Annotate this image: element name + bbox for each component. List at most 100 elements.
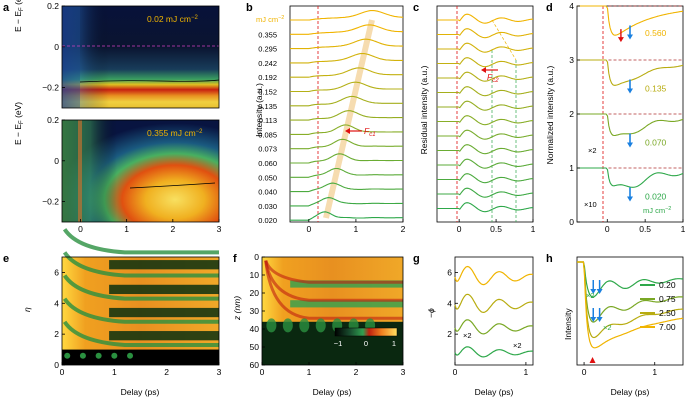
fluence-label: 0.085 <box>258 130 277 139</box>
curves-d: 0.560 0.135 0.070 0.020 <box>577 5 684 202</box>
colorbar-f: −1 0 1 <box>334 327 398 348</box>
fluence-label: 0.060 <box>258 159 277 168</box>
curves-h <box>577 261 684 363</box>
y-tick-label: 0.2 <box>47 1 59 11</box>
band-dot <box>95 352 102 359</box>
y-tick-label: 0 <box>54 42 59 52</box>
ylabel-e: η <box>22 307 32 312</box>
fluence-labels-b: 0.355 0.295 0.242 0.192 0.152 0.135 0.113 0.085… <box>258 30 277 225</box>
series-line <box>437 86 534 97</box>
legend-label: 2.50 <box>659 308 676 318</box>
band-dot <box>299 318 310 333</box>
band-dot <box>266 318 277 333</box>
panel-b: b 0.355 0.295 0.242 0.192 0.152 0.135 0.113 0.0… <box>246 2 406 234</box>
axes-e: 0 1 2 3 0 2 4 6 <box>54 267 221 377</box>
series-line <box>577 261 683 339</box>
series-line <box>454 293 534 314</box>
band-edge <box>62 320 219 347</box>
band-edge <box>62 228 219 255</box>
series-line <box>290 124 403 135</box>
y-tick-label: −0.2 <box>42 197 59 207</box>
x-tick-label: 2 <box>170 224 175 234</box>
series-line <box>454 319 534 335</box>
panel-label-h: h <box>546 253 553 265</box>
panel-label-b: b <box>246 2 253 14</box>
series-line <box>290 38 403 50</box>
series-line <box>577 261 684 298</box>
xlabel-g: Delay (ps) <box>475 387 514 397</box>
axes-d: 0 0.5 1 0 1 2 3 4 <box>569 1 685 234</box>
y-tick-label: 1 <box>569 163 574 173</box>
fluence-label: 0.020 <box>258 216 277 225</box>
series-line <box>437 129 534 140</box>
arrow-head <box>627 34 633 40</box>
legend-label: 7.00 <box>659 322 676 332</box>
heatmap-a-top <box>61 5 220 109</box>
y-tick-label: 0.2 <box>47 115 59 125</box>
fluence-label: 0.355 <box>258 30 277 39</box>
band <box>109 260 219 270</box>
y-tick-label: 6 <box>447 267 452 277</box>
panel-label-a: a <box>3 2 10 14</box>
series-line <box>290 95 403 107</box>
fluence-label: 0.073 <box>258 145 277 154</box>
panel-label-f: f <box>233 253 237 265</box>
x-tick-label: 3 <box>401 367 406 377</box>
y-tick-label: 0 <box>569 217 574 227</box>
heatmap-f <box>261 256 404 366</box>
ylabel-g: −ϕ <box>426 308 436 318</box>
band <box>109 307 219 318</box>
x-tick-label: 0 <box>605 224 610 234</box>
fluence-label: 0.295 <box>258 45 277 54</box>
arrow-head <box>627 88 633 94</box>
series-line <box>290 167 403 178</box>
fluence-label: 0.242 <box>258 59 277 68</box>
panel-g: g ×2 ×2 −ϕ Delay (ps) 0 1 2 4 6 <box>413 253 534 397</box>
x-tick-label: 0 <box>260 367 265 377</box>
arrow-head <box>627 196 633 202</box>
y-tick-label: 4 <box>447 298 452 308</box>
x-tick-label: 3 <box>217 224 222 234</box>
ylabel-c: Residual intensity (a.u.) <box>419 65 429 154</box>
x-tick-label: 2 <box>401 224 406 234</box>
x-tick-label: 0.5 <box>639 224 651 234</box>
arrow-head <box>590 317 597 322</box>
series-line <box>437 115 534 126</box>
ylabel-d: Normalized intensity (a.u.) <box>545 65 555 164</box>
panel-label-d: d <box>546 2 553 14</box>
fluence-label: 0.135 <box>258 102 277 111</box>
series-line <box>437 187 534 198</box>
x-tick-label: 1 <box>124 224 129 234</box>
unit-label-b: mJ cm−2 <box>256 15 284 24</box>
band <box>290 300 403 308</box>
y-tick-label: 40 <box>250 324 260 334</box>
x-tick-label: 0 <box>78 224 83 234</box>
multiplier-d-1: ×2 <box>588 146 597 155</box>
curves-c <box>437 13 534 213</box>
colorbar-tick: −1 <box>334 339 343 348</box>
series-line <box>577 261 684 323</box>
multiplier-g-1: ×2 <box>463 331 472 340</box>
series-label: 0.020 <box>645 192 667 202</box>
arrow-head <box>589 357 596 363</box>
series-line <box>437 144 534 155</box>
fluence-label: 0.050 <box>258 173 277 182</box>
y-tick-label: 4 <box>569 1 574 11</box>
panel-a: a 0.02 mJ cm−2 0.355 mJ cm−2 0 1 2 30.20−0.… <box>3 0 222 234</box>
band-dot <box>282 318 293 333</box>
series-line <box>290 153 403 164</box>
series-line <box>290 110 403 121</box>
series-line <box>577 261 684 349</box>
annotation-fc1: Fc1 <box>345 126 376 138</box>
axes-g: 0 1 2 4 6 <box>447 267 528 377</box>
unit-label-d: mJ cm−2 <box>643 206 671 215</box>
legend-label: 0.20 <box>659 280 676 290</box>
x-tick-label: 1 <box>652 367 657 377</box>
x-tick-label: 3 <box>217 367 222 377</box>
band-dot <box>111 352 118 359</box>
xlabel-e: Delay (ps) <box>121 387 160 397</box>
x-tick-label: 0 <box>306 224 311 234</box>
panel-label-g: g <box>413 253 420 265</box>
panel-label-c: c <box>413 2 419 14</box>
